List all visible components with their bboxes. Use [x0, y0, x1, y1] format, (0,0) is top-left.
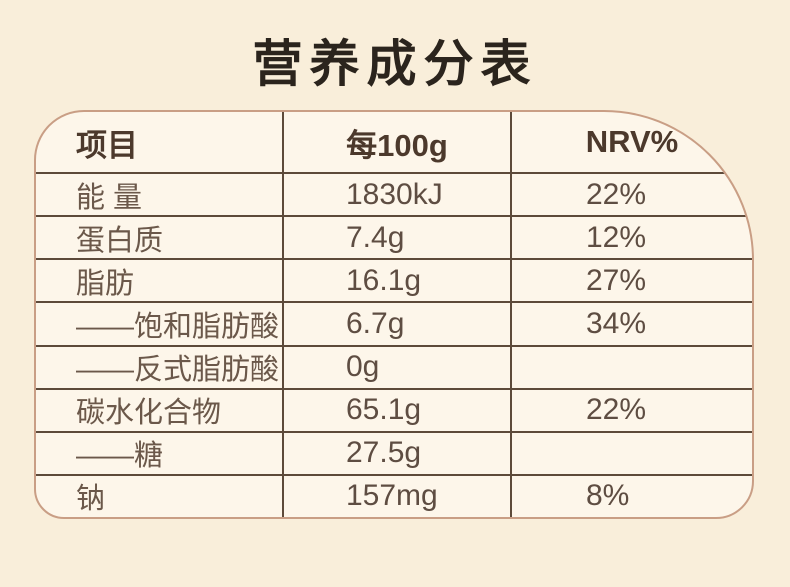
table-row-carbohydrate: 碳水化合物 65.1g 22%	[36, 387, 752, 431]
row-per100g-value: 7.4g	[282, 217, 510, 259]
row-label: ——饱和脂肪酸	[76, 310, 280, 343]
row-nrv-value	[510, 346, 752, 388]
nutrition-table: 项目 每100g NRV% 能 量 1830kJ 22% 蛋白质 7.4g 12…	[34, 110, 754, 519]
header-cell-per100g: 每100g	[282, 112, 510, 172]
row-label: 能 量	[76, 181, 143, 214]
row-label: 蛋白质	[76, 224, 164, 257]
row-per100g-value: 27.5g	[282, 432, 510, 474]
table-row-protein: 蛋白质 7.4g 12%	[36, 215, 752, 259]
row-per100g-value: 6.7g	[282, 303, 510, 345]
row-per100g-value: 65.1g	[282, 389, 510, 431]
table-row-sugar: ——糖 27.5g	[36, 430, 752, 474]
row-per100g-value: 0g	[282, 346, 510, 388]
row-label: 钠	[76, 483, 106, 516]
table-row-trans-fat: ——反式脂肪酸 0g	[36, 344, 752, 388]
table-header-row: 项目 每100g NRV%	[36, 112, 752, 172]
row-per100g-value: 157mg	[282, 475, 510, 517]
row-label: 碳水化合物	[76, 397, 222, 430]
table-row-energy: 能 量 1830kJ 22%	[36, 172, 752, 216]
row-label: 脂肪	[76, 267, 135, 300]
page-title: 营养成分表	[252, 36, 538, 92]
row-nrv-value: 22%	[510, 389, 752, 431]
row-nrv-value: 27%	[510, 260, 752, 302]
row-nrv-value: 34%	[510, 303, 752, 345]
header-cell-item: 项目	[76, 127, 138, 163]
table-row-fat: 脂肪 16.1g 27%	[36, 258, 752, 302]
row-label: ——反式脂肪酸	[76, 354, 280, 387]
row-label: ——糖	[76, 440, 164, 473]
row-nrv-value	[510, 432, 752, 474]
row-nrv-value: 12%	[510, 217, 752, 259]
row-per100g-value: 16.1g	[282, 260, 510, 302]
header-cell-nrv: NRV%	[510, 112, 752, 172]
row-nrv-value: 22%	[510, 174, 752, 216]
table-row-saturated-fat: ——饱和脂肪酸 6.7g 34%	[36, 301, 752, 345]
row-nrv-value: 8%	[510, 475, 752, 517]
row-per100g-value: 1830kJ	[282, 174, 510, 216]
table-row-sodium: 钠 157mg 8%	[36, 473, 752, 517]
